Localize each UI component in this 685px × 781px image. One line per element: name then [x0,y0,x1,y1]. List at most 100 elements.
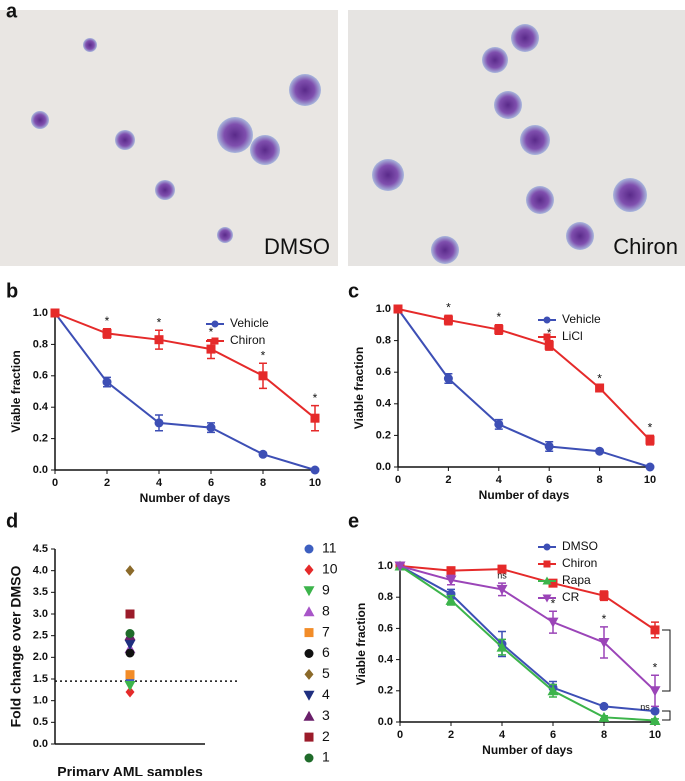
marker [154,335,164,345]
bracket [662,629,671,692]
annotation: * [602,612,607,626]
marker [598,637,610,648]
annotation: * [496,310,501,324]
y-axis-label: Viable fraction [354,603,368,685]
legend-marker [304,544,314,554]
legend-label: Vehicle [562,312,601,326]
micrograph-chiron: Chiron [348,10,685,266]
legend-label: 11 [322,540,337,556]
panel-label: d [6,510,18,532]
series-line [399,565,656,713]
marker [206,423,216,433]
marker [50,308,60,318]
legend-label: Rapa [562,573,591,587]
y-tick-label: 0.0 [33,464,48,476]
marker [125,686,135,698]
legend-marker [542,576,552,585]
y-tick-label: 3.5 [33,586,48,598]
x-axis-label: Number of days [140,491,231,505]
marker [595,446,605,456]
marker [445,594,457,605]
cell [613,178,647,212]
cell [372,159,404,191]
legend-label: Chiron [230,333,265,347]
marker [595,383,605,393]
legend-marker [303,690,315,701]
legend-marker [303,606,315,617]
marker [124,681,136,691]
marker [645,435,655,445]
annotation: * [105,314,110,328]
significance-brackets [662,629,671,721]
y-tick-label: 0.8 [33,338,48,350]
legend-marker [211,320,219,328]
marker [446,566,456,576]
legend-label: 5 [322,665,330,681]
series-line [399,565,656,692]
marker [310,465,320,475]
x-tick-label: 6 [550,729,556,741]
annotation: * [209,325,214,339]
annotation: * [157,315,162,329]
legend-label: 2 [322,728,330,744]
y-tick-label: 3.0 [33,608,48,620]
annotation: ns [497,571,507,581]
x-tick-label: 10 [644,474,656,486]
marker [443,315,453,325]
marker [102,328,112,338]
marker [599,701,609,711]
marker [443,374,453,384]
y-tick-label: 4.5 [33,543,48,555]
annotation: * [648,421,653,435]
x-tick-label: 4 [499,729,506,741]
micrograph-bg [348,10,685,266]
cell [494,91,522,119]
marker [258,371,268,381]
legend-marker [304,668,314,680]
marker [125,629,135,638]
legend-label: Chiron [562,556,597,570]
legend-marker [211,337,219,345]
x-tick-label: 0 [52,477,58,489]
marker [394,561,406,572]
marker [310,413,320,423]
legend-marker [543,543,551,551]
legend-label: 10 [322,561,338,577]
panel-label: e [348,510,359,532]
cell [83,38,97,52]
legend-label: DMSO [562,539,598,553]
marker [544,441,554,451]
x-tick-label: 10 [309,477,321,489]
legend-label: 6 [322,644,330,660]
marker [544,340,554,350]
y-tick-label: 0.8 [376,335,391,347]
legend-marker [304,732,314,742]
cell [217,227,233,243]
marker [650,625,660,635]
y-tick-label: 0.0 [33,738,48,750]
x-axis-label: Number of days [479,488,570,502]
marker [445,575,457,586]
legend-label: 1 [322,749,330,765]
annotation: * [313,391,318,405]
marker [650,706,660,716]
y-tick-label: 0.6 [378,622,393,634]
marker [548,578,558,588]
x-tick-label: 4 [496,474,503,486]
marker [497,564,507,574]
marker [649,714,661,725]
cell [511,24,539,52]
legend-marker [304,649,314,658]
micrograph-label: Chiron [613,234,678,259]
legend-label: 9 [322,582,330,598]
marker [102,377,112,387]
marker [125,670,135,680]
cell [566,222,594,250]
marker [154,418,164,428]
marker [649,686,661,697]
y-axis-label: Viable fraction [9,350,23,432]
cell [155,180,175,200]
series-line [54,312,316,419]
marker [547,685,559,696]
y-tick-label: 0.6 [33,370,48,382]
